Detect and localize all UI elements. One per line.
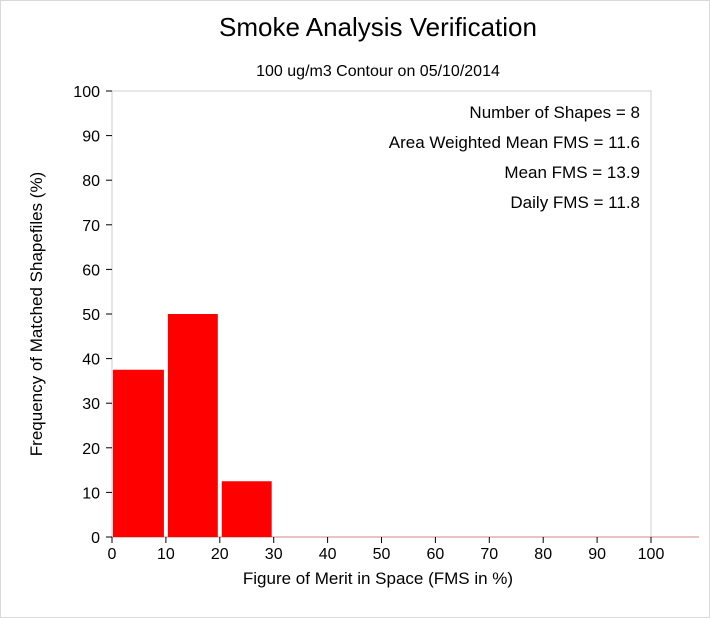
bar-0-10 <box>113 369 164 537</box>
y-tick-label: 70 <box>82 218 100 235</box>
y-tick-label: 20 <box>82 441 100 458</box>
y-tick-label: 0 <box>91 530 100 547</box>
y-axis-label: Frequency of Matched Shapefiles (%) <box>27 172 46 456</box>
y-tick-label: 100 <box>73 84 100 101</box>
y-tick-label: 10 <box>82 485 100 502</box>
x-ticks-group: 0 10 20 30 40 50 60 70 80 90 100 <box>108 537 665 563</box>
y-tick-label: 80 <box>82 173 100 190</box>
y-tick-label: 50 <box>82 307 100 324</box>
x-axis-label: Figure of Merit in Space (FMS in %) <box>243 569 513 588</box>
x-tick-label: 50 <box>373 546 391 563</box>
plot-area: 0 10 20 30 40 50 60 70 80 90 100 0 10 20 30 40 50 60 70 80… <box>73 84 699 563</box>
y-tick-label: 90 <box>82 129 100 146</box>
chart-subtitle: 100 ug/m3 Contour on 05/10/2014 <box>256 63 500 80</box>
x-tick-label: 40 <box>319 546 337 563</box>
bar-20-30 <box>221 481 272 537</box>
chart-title: Smoke Analysis Verification <box>219 12 537 42</box>
x-tick-label: 90 <box>588 546 606 563</box>
stat-line: Number of Shapes = 8 <box>469 103 640 122</box>
y-tick-label: 40 <box>82 352 100 369</box>
x-tick-label: 60 <box>427 546 445 563</box>
x-tick-label: 0 <box>108 546 117 563</box>
y-ticks-group: 0 10 20 30 40 50 60 70 80 90 100 <box>73 84 112 547</box>
stat-line: Mean FMS = 13.9 <box>504 163 640 182</box>
x-tick-label: 30 <box>265 546 283 563</box>
stat-line: Area Weighted Mean FMS = 11.6 <box>389 133 640 152</box>
y-tick-label: 30 <box>82 396 100 413</box>
x-tick-label: 80 <box>534 546 552 563</box>
bar-10-20 <box>167 314 218 537</box>
x-tick-label: 70 <box>480 546 498 563</box>
stat-line: Daily FMS = 11.8 <box>510 193 640 212</box>
y-tick-label: 60 <box>82 262 100 279</box>
bars-group <box>113 314 272 537</box>
stats-group: Number of Shapes = 8 Area Weighted Mean F… <box>389 103 640 212</box>
x-tick-label: 20 <box>211 546 229 563</box>
x-tick-label: 10 <box>157 546 175 563</box>
x-tick-label: 100 <box>638 546 665 563</box>
